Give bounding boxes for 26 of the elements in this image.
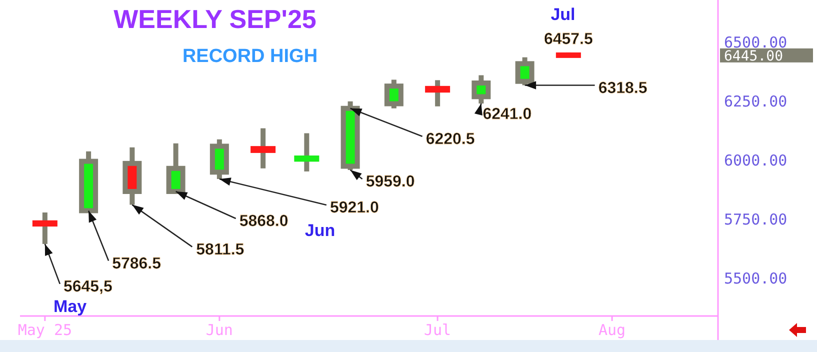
y-tick-label: 5500.00 (724, 270, 788, 288)
annotation: May (53, 296, 88, 316)
y-tick-label: 5750.00 (724, 210, 788, 229)
x-tick-label: Jul (424, 321, 452, 339)
x-tick-label: Jun (206, 321, 233, 339)
annotation: 6318.5 (598, 80, 648, 97)
candlestick (515, 57, 534, 86)
annotation: 5786.5 (112, 255, 162, 272)
text: 6445.00 (724, 48, 784, 64)
annotation: 5921.0 (330, 200, 379, 217)
annotation: 6220.5 (426, 130, 475, 148)
x-tick-label: Aug (598, 321, 626, 339)
chart-title: WEEKLY SEP'25 (114, 4, 316, 34)
annotation: Jun (304, 220, 336, 240)
annotation: 5811.5 (196, 241, 244, 258)
annotation: 5868.0 (239, 213, 288, 230)
annotation: 6241.0 (482, 106, 532, 124)
annotation: 5959.0 (366, 174, 415, 191)
annotation: 5645,5 (63, 278, 112, 296)
y-tick-label: 6250.00 (724, 92, 788, 111)
candlestick (384, 80, 404, 108)
y-tick-label: 6000.00 (724, 152, 788, 170)
x-tick-label: May 25 (18, 321, 72, 339)
text: RECORD HIGH (182, 46, 318, 67)
annotation: Jul (550, 4, 576, 24)
annotation: 6457.5 (544, 31, 593, 48)
